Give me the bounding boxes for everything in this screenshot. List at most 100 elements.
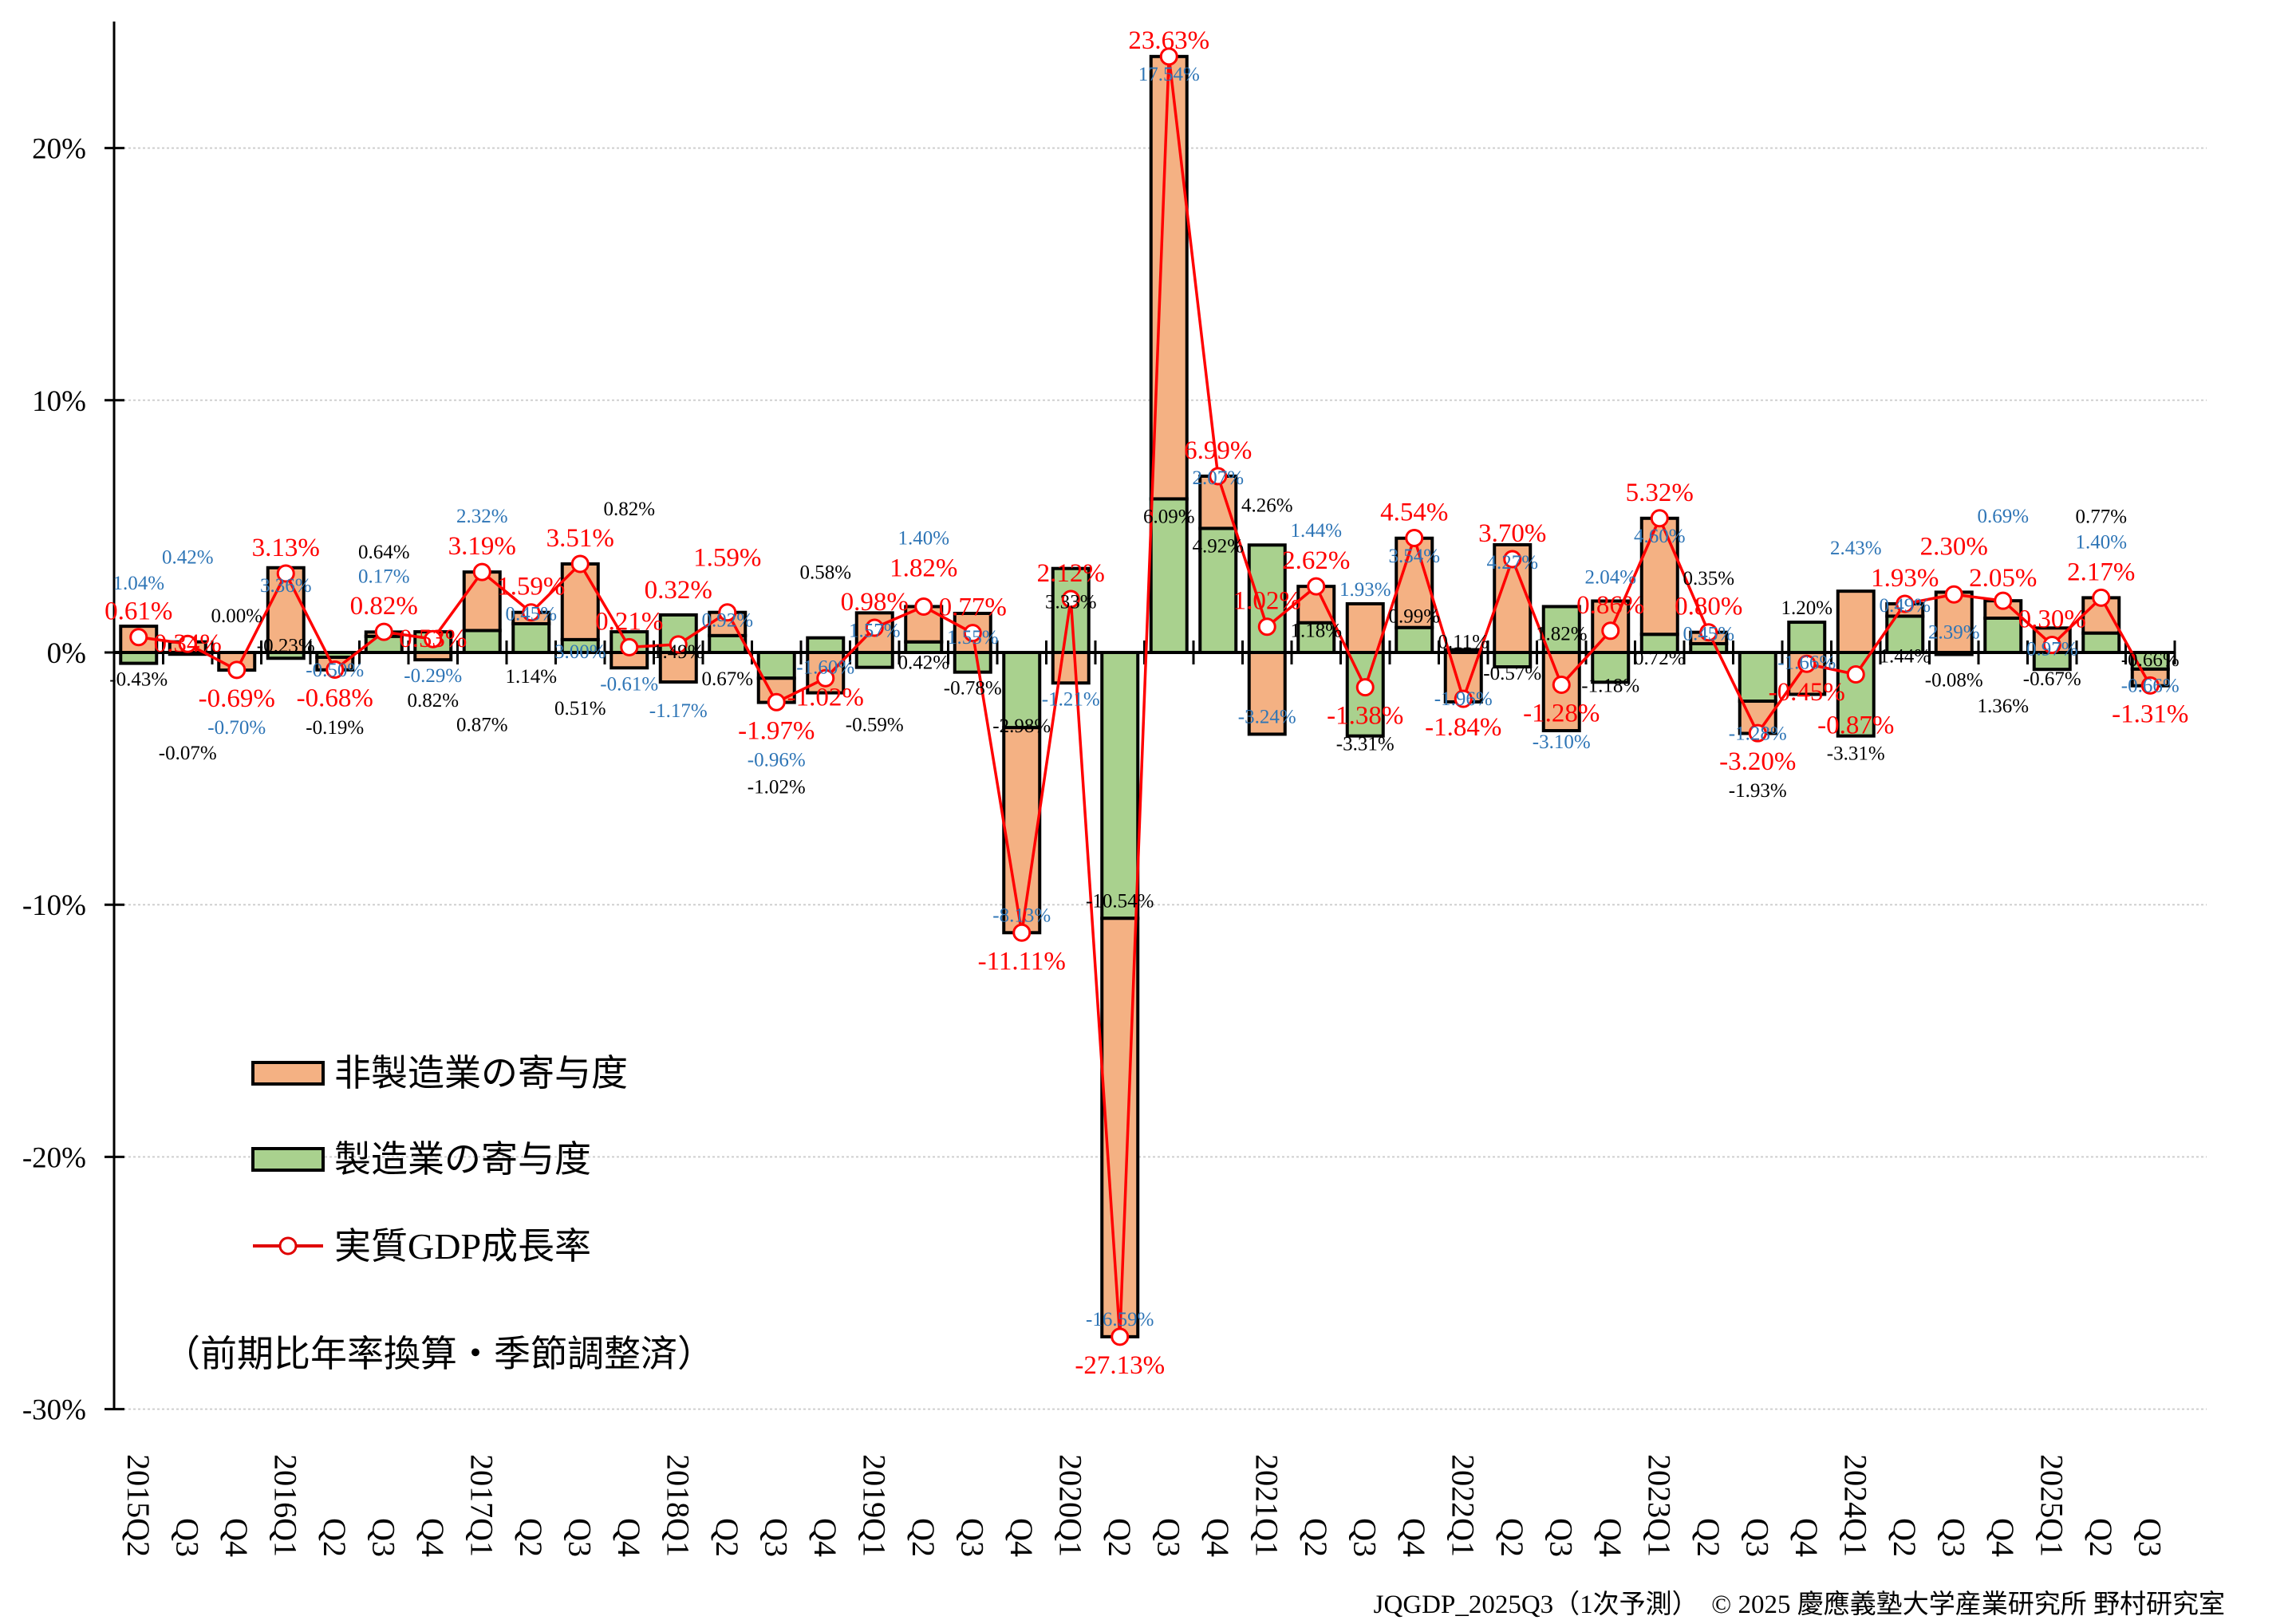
data-label-gdp: 0.21%: [595, 607, 663, 636]
data-label-manufacturing: 6.09%: [1143, 506, 1195, 527]
data-label-manufacturing: 1.36%: [1977, 696, 2029, 717]
x-tick-label: Q2: [513, 1518, 549, 1557]
x-tick-label: Q2: [1887, 1518, 1923, 1557]
x-tick-label: Q2: [1298, 1518, 1334, 1557]
legend-item-gdp: 実質GDP成長率: [253, 1226, 591, 1267]
gridlines: [114, 147, 2207, 1410]
bar-nonmanufacturing: [1247, 651, 1287, 736]
data-label-manufacturing: -0.57%: [1483, 663, 1541, 684]
data-label-gdp: 1.82%: [890, 554, 957, 582]
data-label-nonmanufacturing: 3.00%: [554, 641, 606, 663]
x-tick-label: Q3: [365, 1518, 401, 1557]
gdp-point-marker: [1012, 923, 1032, 942]
x-tick-label: 2020Q1: [1052, 1454, 1088, 1557]
bar-manufacturing: [1149, 497, 1189, 654]
bar-manufacturing: [1983, 616, 2023, 655]
data-label-gdp: 1.59%: [497, 573, 565, 601]
data-label-manufacturing: -3.31%: [1827, 743, 1885, 765]
legend-item-nonmanufacturing: 非製造業の寄与度: [251, 1053, 628, 1094]
data-label-manufacturing: -2.98%: [992, 715, 1051, 737]
gdp-point-marker: [2042, 636, 2061, 655]
data-label-manufacturing: 1.18%: [1290, 621, 1342, 642]
gdp-point-marker: [1896, 594, 1915, 613]
legend-label: 実質GDP成長率: [334, 1226, 591, 1267]
data-label-nonmanufacturing: 3.36%: [260, 575, 312, 597]
x-tick-label: 2015Q2: [120, 1454, 156, 1557]
data-label-nonmanufacturing: 0.17%: [358, 566, 410, 587]
x-tick-label: Q4: [1004, 1518, 1040, 1557]
gdp-point-marker: [1994, 591, 2013, 610]
data-label-manufacturing: 1.20%: [1781, 597, 1832, 619]
y-tick-label: 10%: [32, 385, 86, 418]
data-label-nonmanufacturing: -3.24%: [1238, 706, 1296, 727]
bar-manufacturing: [806, 636, 846, 654]
x-tick-label: 2021Q1: [1249, 1454, 1284, 1557]
data-label-nonmanufacturing: 1.04%: [112, 573, 164, 594]
data-label-gdp: -1.38%: [1327, 702, 1403, 731]
x-tick-label: Q3: [169, 1518, 205, 1557]
gdp-point-marker: [129, 628, 148, 647]
gdp-point-marker: [1257, 617, 1276, 637]
x-tick-label: Q3: [1347, 1518, 1383, 1557]
bar-manufacturing: [1541, 605, 1581, 654]
data-label-gdp: -3.20%: [1719, 747, 1796, 776]
legend-swatch-orange: [251, 1061, 325, 1086]
bar-nonmanufacturing: [1395, 536, 1434, 629]
data-label-nonmanufacturing: 0.69%: [1977, 506, 2029, 527]
data-label-nonmanufacturing: -0.70%: [207, 717, 266, 739]
x-tick-label: 2017Q1: [464, 1454, 499, 1557]
x-tick-label: Q3: [562, 1518, 598, 1557]
x-tick-label: 2016Q1: [267, 1454, 303, 1557]
data-label-manufacturing: -3.31%: [1336, 734, 1395, 755]
gdp-point-marker: [1552, 675, 1571, 694]
data-label-gdp: 0.34%: [154, 629, 222, 658]
footer-source: JQGDP_2025Q3（1次予測） © 2025 慶應義塾大学産業研究所 野村…: [1374, 1590, 2225, 1619]
data-label-nonmanufacturing: 1.40%: [2075, 531, 2127, 553]
bar-manufacturing: [1787, 621, 1827, 655]
gdp-point-marker: [620, 637, 639, 656]
data-label-gdp: -0.87%: [1817, 711, 1894, 740]
data-labels: 0.61% 0.34% -0.69% 3.13% -0.68% 0.82% 0.53% 3.1…: [105, 26, 2188, 1380]
x-tick-label: Q3: [954, 1518, 990, 1557]
bar-manufacturing: [1100, 651, 1140, 920]
data-label-nonmanufacturing: -8.13%: [992, 905, 1051, 926]
data-label-gdp: 5.32%: [1626, 479, 1694, 507]
bar-nonmanufacturing: [1149, 54, 1189, 501]
gdp-point-marker: [1209, 467, 1228, 486]
data-label-manufacturing: -0.66%: [2121, 649, 2180, 671]
data-label-manufacturing: -0.23%: [257, 635, 315, 656]
data-label-gdp: 3.51%: [546, 524, 614, 553]
gdp-point-marker: [424, 629, 443, 648]
legend: 非製造業の寄与度 製造業の寄与度 実質GDP成長率: [251, 1053, 628, 1267]
data-label-manufacturing: 1.82%: [1536, 623, 1588, 644]
data-label-manufacturing: -0.43%: [109, 669, 168, 691]
data-label-nonmanufacturing: 1.55%: [947, 627, 999, 648]
x-tick-label: Q4: [807, 1518, 843, 1557]
bar-manufacturing: [953, 651, 992, 674]
gdp-point-marker: [522, 603, 541, 622]
data-label-manufacturing: -10.54%: [1086, 890, 1154, 912]
data-label-gdp: -1.97%: [738, 716, 815, 745]
data-label-nonmanufacturing: 1.44%: [1290, 520, 1342, 542]
y-tick-label: -20%: [22, 1141, 86, 1174]
gdp-point-marker: [1846, 665, 1865, 684]
x-tick-label: Q2: [1102, 1518, 1138, 1557]
x-tick-label: Q4: [219, 1518, 254, 1557]
data-label-nonmanufacturing: 0.92%: [701, 610, 753, 632]
data-label-manufacturing: 4.92%: [1192, 535, 1244, 557]
x-tick-label: Q4: [1789, 1518, 1825, 1557]
gdp-point-marker: [963, 624, 982, 643]
data-label-nonmanufacturing: 1.93%: [1339, 579, 1391, 601]
x-tick-label: 2024Q1: [1837, 1454, 1873, 1557]
x-tick-label: 2022Q1: [1445, 1454, 1481, 1557]
data-label-nonmanufacturing: 0.42%: [162, 547, 214, 569]
data-label-manufacturing: -0.07%: [159, 743, 217, 764]
data-label-gdp: 2.30%: [1920, 532, 1988, 561]
data-label-manufacturing: 4.26%: [1241, 495, 1293, 516]
data-label-nonmanufacturing: 1.57%: [849, 620, 901, 641]
bar-manufacturing: [756, 651, 796, 680]
data-label-gdp: 3.19%: [448, 532, 516, 561]
data-label-nonmanufacturing: -0.96%: [748, 750, 806, 771]
x-tick-label: Q3: [1935, 1518, 1971, 1557]
